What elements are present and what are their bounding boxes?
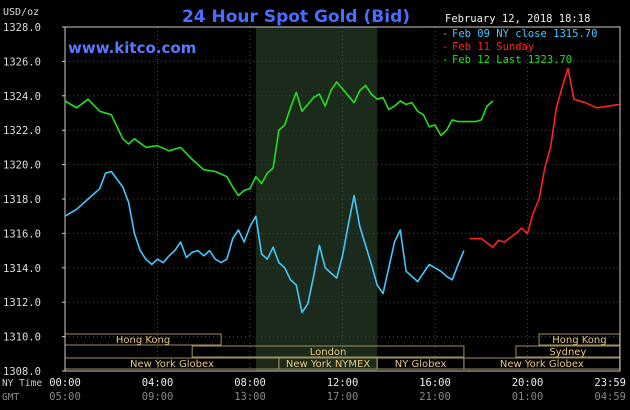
y-tick-label: 1322.0 — [3, 125, 41, 137]
x-tick-label-gmt: 01:00 — [512, 391, 544, 403]
series-line — [64, 81, 494, 197]
timestamp: February 12, 2018 18:18 — [445, 13, 590, 25]
session-label: New York Globex — [500, 359, 584, 370]
session-label: Sydney — [549, 347, 586, 358]
y-axis: 1328.0 1326.0 1324.0 1322.0 1320.0 1318.0 1316… — [3, 22, 65, 378]
legend-feb09: Feb 09 NY close 1315.70 — [452, 28, 597, 40]
x-tick-label-gmt: 04:59 — [594, 391, 626, 403]
y-tick-label: 1312.0 — [3, 297, 41, 309]
x-tick-label-ny: 08:00 — [234, 377, 266, 389]
nymex-session-highlight — [255, 27, 378, 371]
x-tick-label-gmt: 21:00 — [419, 391, 451, 403]
x-tick-label-ny: 12:00 — [327, 377, 359, 389]
price-series — [64, 67, 620, 314]
unit-label: USD/oz — [3, 7, 39, 18]
y-tick-label: 1326.0 — [3, 56, 41, 68]
y-tick-label: 1324.0 — [3, 91, 41, 103]
session-label: Hong Kong — [116, 335, 170, 346]
x-axis: 00:00 04:00 08:00 12:00 16:00 20:00 23:59 05:00… — [2, 377, 626, 403]
y-tick-label: 1310.0 — [3, 332, 41, 344]
x-tick-label-ny: 00:00 — [49, 377, 81, 389]
y-tick-label: 1316.0 — [3, 228, 41, 240]
y-tick-label: 1314.0 — [3, 263, 41, 275]
y-tick-label: 1318.0 — [3, 194, 41, 206]
x-tick-label-ny: 16:00 — [419, 377, 451, 389]
legend-marker-feb12: - — [442, 54, 448, 66]
session-label: New York Globex — [130, 359, 214, 370]
x-tick-label-ny: 20:00 — [512, 377, 544, 389]
x-tick-label-gmt: 09:00 — [142, 391, 174, 403]
x-row-label-ny: NY Time — [2, 378, 42, 389]
x-tick-label-ny: 23:59 — [594, 377, 626, 389]
session-label: London — [310, 347, 347, 358]
chart-title: 24 Hour Spot Gold (Bid) — [182, 7, 410, 27]
x-tick-label-gmt: 13:00 — [234, 391, 266, 403]
series-line — [469, 67, 620, 248]
legend-marker-feb11: - — [442, 41, 448, 53]
legend-marker-feb09: - — [442, 28, 448, 40]
x-tick-label-gmt: 17:00 — [327, 391, 359, 403]
watermark-url: www.kitco.com — [68, 39, 196, 57]
y-tick-label: 1328.0 — [3, 22, 41, 34]
x-row-label-gmt: GMT — [2, 392, 19, 403]
x-tick-label-gmt: 05:00 — [49, 391, 81, 403]
y-tick-label: 1320.0 — [3, 160, 41, 172]
session-bar — [191, 345, 465, 358]
legend-feb11: Feb 11 Sunday — [452, 41, 534, 53]
legend-feb12: Feb 12 Last 1323.70 — [452, 54, 572, 66]
session-label: Hong Kong — [552, 335, 606, 346]
y-tick-label: 1308.0 — [3, 366, 41, 378]
session-label: NY Globex — [395, 359, 447, 370]
x-tick-label-ny: 04:00 — [142, 377, 174, 389]
session-label: New York NYMEX — [286, 359, 371, 370]
series-line — [64, 170, 465, 314]
